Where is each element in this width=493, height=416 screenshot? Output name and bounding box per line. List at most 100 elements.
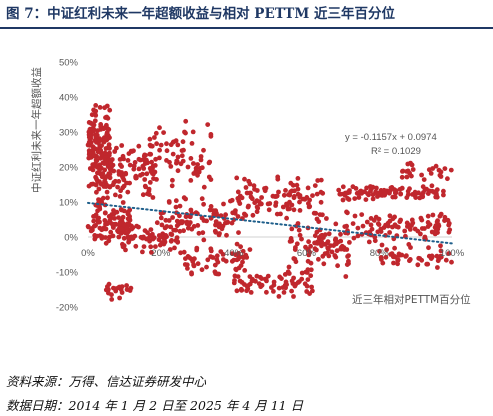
scatter-point [364,185,369,191]
scatter-point [181,228,187,234]
scatter-point [136,224,141,230]
scatter-point [370,192,376,198]
scatter-point [110,162,116,168]
scatter-point [204,264,209,270]
scatter-point [240,259,245,265]
scatter-point [304,289,310,294]
scatter-point [243,213,249,218]
scatter-point [275,174,281,180]
scatter-point [297,208,303,213]
scatter-point [102,137,108,143]
scatter-point [121,235,127,241]
scatter-point [419,172,424,178]
scatter-point [281,290,287,295]
scatter-point [98,148,104,153]
scatter-point [399,174,405,180]
scatter-point [289,278,295,284]
scatter-point [93,157,99,163]
scatter-point [106,145,112,151]
scatter-point [174,223,180,229]
scatter-point [120,185,126,191]
scatter-point [333,236,339,242]
scatter-point [433,223,439,229]
scatter-point [282,282,288,288]
scatter-point [140,235,146,241]
scatter-point [395,257,401,263]
scatter-point [291,207,297,213]
scatter-point [426,167,432,173]
scatter-point [242,268,248,273]
scatter-point [119,174,125,179]
scatter-point [271,289,276,294]
scatter-point [116,222,122,228]
scatter-point [111,208,116,213]
scatter-point [419,217,425,223]
scatter-point [409,162,415,168]
scatter-point [378,255,384,260]
scatter-point [100,195,106,201]
scatter-point [295,176,301,181]
scatter-point [319,243,324,249]
scatter-point [128,285,134,291]
date-note: 数据日期：2014 年 1 月 2 日至 2025 年 4 月 11 日 [6,398,304,413]
scatter-point [363,197,369,203]
scatter-point [376,190,382,196]
scatter-point [404,253,409,259]
scatter-point [297,199,302,205]
scatter-point [279,276,284,281]
scatter-point [86,224,91,230]
scatter-point [390,194,396,200]
scatter-point [86,155,92,161]
scatter-point [266,207,272,213]
scatter-point [281,192,287,198]
scatter-point [183,256,188,261]
scatter-point [381,187,387,193]
scatter-point [247,181,253,187]
scatter-point [229,197,235,203]
scatter-point [170,151,176,157]
scatter-point [238,244,244,250]
scatter-point [188,178,194,183]
scatter-point [148,227,154,233]
source-note: 资料来源：万得、信达证券研发中心 [6,374,207,389]
scatter-point [168,224,174,230]
scatter-point [210,255,216,260]
scatter-point [294,241,300,247]
scatter-point [387,230,392,235]
scatter-point [299,276,305,282]
scatter-point [289,202,295,208]
scatter-point [244,190,250,196]
scatter-point [305,185,311,191]
scatter-point [259,195,264,200]
scatter-point [174,158,180,164]
scatter-point [102,105,107,111]
scatter-point [291,294,296,299]
scatter-point [104,122,109,128]
scatter-point [111,225,116,231]
scatter-point [207,159,213,165]
scatter-point [168,238,174,244]
scatter-point [376,222,382,228]
scatter-point [417,256,423,261]
scatter-point [179,148,185,153]
scatter-point [168,164,174,169]
scatter-point [248,290,254,295]
scatter-point [112,216,117,221]
scatter-point [125,230,131,235]
scatter-point [259,276,265,281]
scatter-point [152,163,158,168]
scatter-point [355,225,361,231]
scatter-point [405,224,410,229]
scatter-point [325,239,331,245]
scatter-point [213,229,219,235]
scatter-point [140,192,146,198]
scatter-point [224,232,229,238]
scatter-point [343,274,349,279]
scatter-point [441,188,446,194]
scatter-point [405,192,411,198]
scatter-point [290,182,296,188]
y-tick-label: 30% [59,128,79,139]
scatter-point [93,212,99,218]
scatter-point [119,164,124,169]
x-axis-label: 近三年相对PETTM百分位 [352,293,471,306]
